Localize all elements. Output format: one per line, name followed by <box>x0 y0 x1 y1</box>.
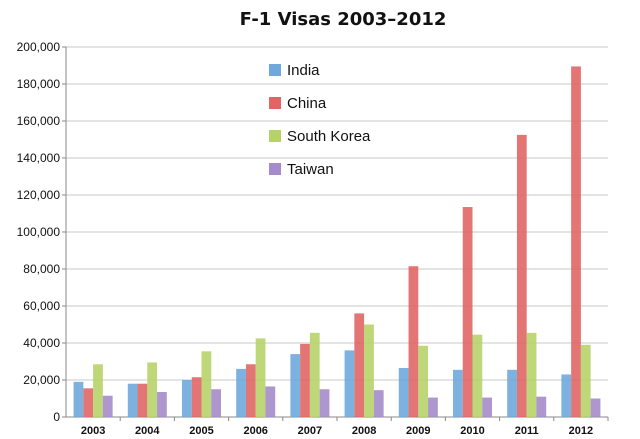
bar-taiwan-2012 <box>590 398 601 417</box>
bar-south-korea-2005 <box>201 351 212 417</box>
legend-label: South Korea <box>287 128 371 145</box>
legend-swatch <box>269 64 281 76</box>
bar-south-korea-2009 <box>418 345 429 417</box>
bar-china-2010 <box>462 207 473 417</box>
x-tick-label: 2007 <box>298 425 322 437</box>
bar-india-2011 <box>507 369 517 417</box>
bar-china-2003 <box>83 388 94 417</box>
x-tick-label: 2004 <box>135 425 160 437</box>
bar-south-korea-2012 <box>580 344 591 417</box>
bar-taiwan-2003 <box>102 395 113 417</box>
bar-south-korea-2010 <box>472 334 483 417</box>
y-tick-label: 20,000 <box>23 373 60 387</box>
bar-china-2009 <box>408 266 419 417</box>
legend: India China South Korea Taiwan <box>269 62 371 178</box>
bar-taiwan-2007 <box>319 389 330 417</box>
bar-india-2012 <box>561 374 572 417</box>
legend-label: Taiwan <box>287 161 334 178</box>
bar-taiwan-2005 <box>211 389 222 417</box>
bar-china-2005 <box>191 377 202 417</box>
y-tick-label: 80,000 <box>23 262 60 276</box>
legend-swatch <box>269 97 281 109</box>
bar-india-2010 <box>452 369 463 417</box>
x-tick-label: 2009 <box>406 425 430 437</box>
bar-india-2003 <box>73 381 84 417</box>
bars <box>73 66 601 418</box>
y-tick-label: 200,000 <box>17 40 61 54</box>
x-tick-label: 2011 <box>515 425 539 437</box>
bar-india-2004 <box>127 383 138 417</box>
bar-china-2006 <box>245 364 256 417</box>
x-tick-label: 2005 <box>189 425 213 437</box>
bar-south-korea-2003 <box>93 364 103 417</box>
bar-china-2007 <box>300 343 310 417</box>
bar-taiwan-2008 <box>373 390 384 417</box>
legend-swatch <box>269 163 281 175</box>
y-tick-label: 160,000 <box>17 114 61 128</box>
bar-india-2009 <box>398 367 409 417</box>
x-tick-label: 2003 <box>81 425 105 437</box>
gridlines <box>66 46 608 381</box>
bar-india-2006 <box>236 368 246 417</box>
x-tick-label: 2010 <box>460 425 484 437</box>
bar-south-korea-2004 <box>147 362 158 417</box>
x-axis-ticks: 2003 2004 2005 2006 2007 2008 2009 2010 2011 2012 <box>81 417 609 437</box>
x-tick-label: 2006 <box>243 425 267 437</box>
y-tick-label: 120,000 <box>17 188 61 202</box>
bar-india-2008 <box>344 350 355 417</box>
bar-india-2005 <box>181 380 192 417</box>
bar-south-korea-2007 <box>309 332 320 417</box>
y-tick-label: 40,000 <box>23 336 60 350</box>
y-tick-label: 0 <box>53 410 60 424</box>
bar-taiwan-2010 <box>482 397 493 417</box>
y-axis-ticks: 0 20,000 40,000 60,000 80,000 100,000 120,000 1… <box>17 40 66 424</box>
bar-south-korea-2011 <box>526 332 537 417</box>
y-tick-label: 140,000 <box>17 151 61 165</box>
y-tick-label: 100,000 <box>17 225 61 239</box>
x-tick-label: 2012 <box>569 425 593 437</box>
bar-taiwan-2011 <box>536 396 547 417</box>
bar-india-2007 <box>290 354 301 417</box>
legend-label: China <box>287 95 327 112</box>
bar-taiwan-2006 <box>265 386 276 417</box>
legend-swatch <box>269 130 281 142</box>
bar-south-korea-2008 <box>364 324 374 417</box>
bar-china-2011 <box>516 134 527 417</box>
bar-china-2012 <box>571 66 581 418</box>
legend-label: India <box>287 62 320 79</box>
chart-title: F-1 Visas 2003–2012 <box>240 9 447 30</box>
y-tick-label: 60,000 <box>23 299 60 313</box>
bar-china-2004 <box>137 383 148 417</box>
y-tick-label: 180,000 <box>17 77 61 91</box>
x-tick-label: 2008 <box>352 425 376 437</box>
bar-taiwan-2004 <box>157 392 167 417</box>
bar-south-korea-2006 <box>255 338 266 417</box>
bar-taiwan-2009 <box>428 397 438 417</box>
bar-china-2008 <box>354 313 365 417</box>
